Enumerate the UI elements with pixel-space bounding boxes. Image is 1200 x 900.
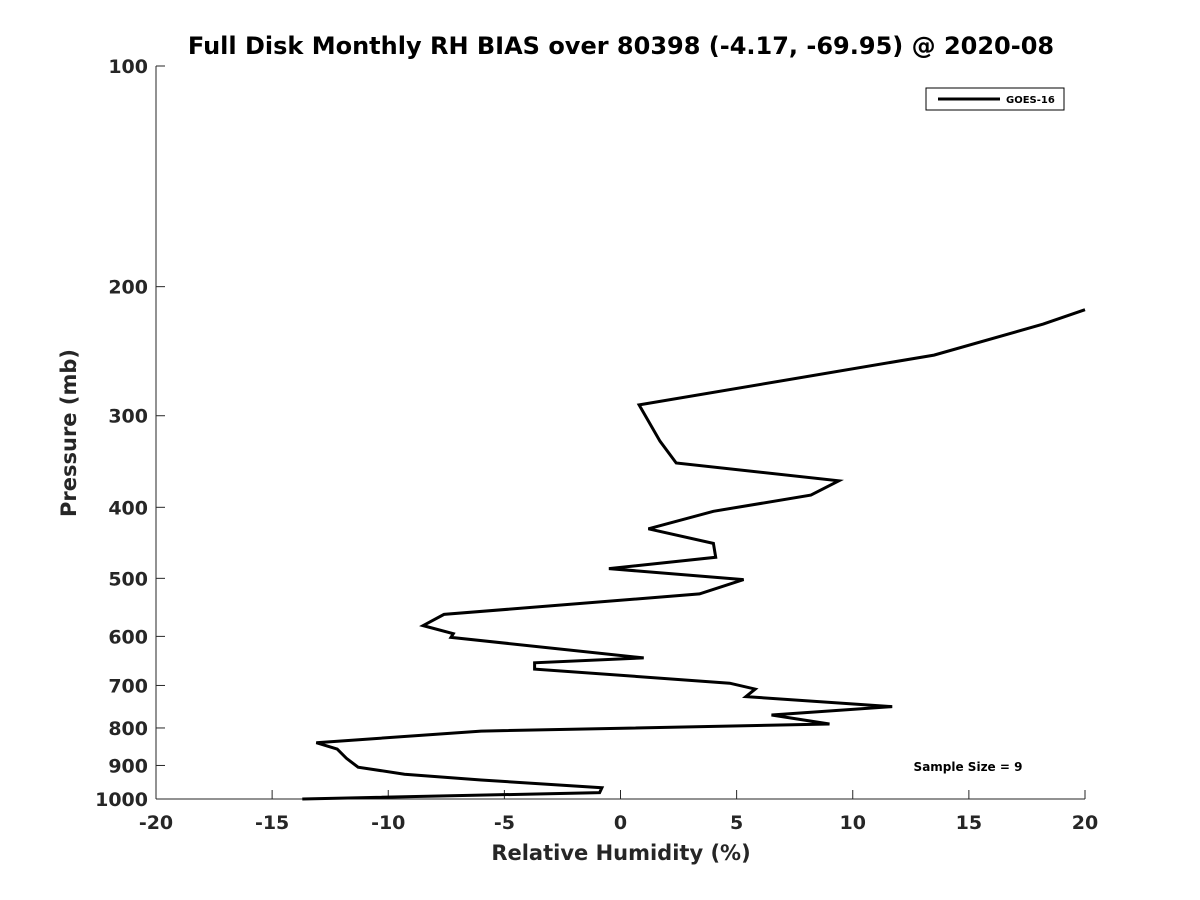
x-tick-label: -10 — [371, 812, 405, 834]
x-tick-label: 0 — [614, 812, 627, 834]
y-tick-label: 100 — [108, 56, 148, 78]
y-tick-label: 400 — [108, 497, 148, 519]
x-tick-label: 10 — [840, 812, 866, 834]
series-layer — [302, 308, 1086, 801]
chart-title: Full Disk Monthly RH BIAS over 80398 (-4… — [188, 32, 1054, 60]
y-axis-label: Pressure (mb) — [57, 349, 81, 517]
y-tick-label: 500 — [108, 568, 148, 590]
x-tick-label: 5 — [730, 812, 743, 834]
x-tick-label: 20 — [1072, 812, 1098, 834]
x-axis-ticks: -20 -15 -10 -5 0 5 10 15 20 — [139, 790, 1098, 834]
y-tick-label: 600 — [108, 626, 148, 648]
y-axis-ticks: 100 200 300 400 500 600 700 800 900 1000 — [95, 56, 165, 811]
sample-size-annotation: Sample Size = 9 — [914, 760, 1023, 774]
x-tick-label: -20 — [139, 812, 173, 834]
series-line-goes-16 — [302, 308, 1086, 801]
y-tick-label: 300 — [108, 406, 148, 428]
x-tick-label: -15 — [255, 812, 289, 834]
plot-background — [156, 66, 1085, 799]
x-tick-label: -5 — [494, 812, 515, 834]
y-tick-label: 1000 — [95, 789, 148, 811]
legend-label-goes-16: GOES-16 — [1006, 95, 1055, 106]
x-axis-label: Relative Humidity (%) — [491, 841, 750, 865]
y-tick-label: 200 — [108, 277, 148, 299]
y-tick-label: 700 — [108, 675, 148, 697]
y-tick-label: 800 — [108, 718, 148, 740]
y-tick-label: 900 — [108, 755, 148, 777]
legend: GOES-16 — [925, 87, 1065, 111]
plot-area — [155, 66, 1085, 800]
x-tick-label: 15 — [956, 812, 982, 834]
